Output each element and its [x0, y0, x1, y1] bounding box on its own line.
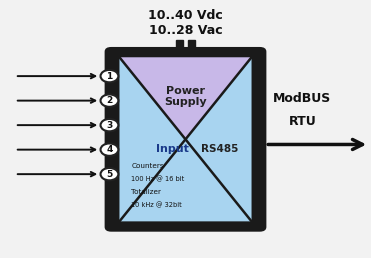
Text: Totalizer: Totalizer	[131, 189, 161, 195]
Text: 4: 4	[106, 145, 113, 154]
Circle shape	[101, 119, 118, 131]
Polygon shape	[119, 57, 186, 221]
Text: 3: 3	[106, 121, 112, 130]
Text: 2: 2	[106, 96, 112, 105]
Text: 1: 1	[106, 72, 112, 80]
Polygon shape	[119, 57, 252, 139]
Circle shape	[101, 168, 118, 180]
Text: 100 Hz @ 16 bit: 100 Hz @ 16 bit	[131, 175, 185, 182]
Polygon shape	[119, 139, 252, 221]
Polygon shape	[186, 57, 252, 221]
Circle shape	[101, 70, 118, 82]
Text: ModBUS: ModBUS	[273, 92, 332, 104]
FancyBboxPatch shape	[176, 40, 183, 50]
Text: RS485: RS485	[201, 144, 239, 154]
FancyBboxPatch shape	[105, 47, 266, 232]
Text: Power
Supply: Power Supply	[164, 86, 207, 108]
Text: 10..40 Vdc: 10..40 Vdc	[148, 9, 223, 22]
Text: RTU: RTU	[289, 115, 316, 128]
FancyBboxPatch shape	[188, 40, 195, 50]
Circle shape	[101, 94, 118, 107]
Text: 5: 5	[106, 170, 112, 179]
Text: Input: Input	[157, 144, 189, 154]
Text: Counters: Counters	[131, 163, 164, 168]
Text: 10 kHz @ 32bit: 10 kHz @ 32bit	[131, 202, 182, 208]
Text: 10..28 Vac: 10..28 Vac	[149, 25, 222, 37]
Circle shape	[101, 143, 118, 156]
